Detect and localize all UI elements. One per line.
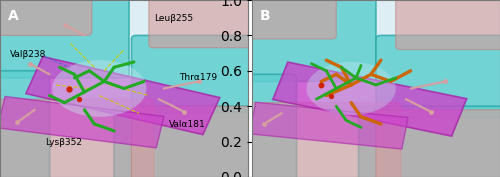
Polygon shape xyxy=(250,102,408,149)
Polygon shape xyxy=(26,57,220,135)
FancyBboxPatch shape xyxy=(132,35,253,113)
Text: B: B xyxy=(260,9,270,23)
FancyBboxPatch shape xyxy=(247,103,400,177)
FancyBboxPatch shape xyxy=(0,71,50,177)
FancyBboxPatch shape xyxy=(358,106,500,177)
FancyBboxPatch shape xyxy=(132,106,253,177)
Text: A: A xyxy=(8,9,18,23)
FancyBboxPatch shape xyxy=(376,35,500,117)
Polygon shape xyxy=(273,62,466,136)
FancyBboxPatch shape xyxy=(0,99,154,177)
Text: Lysβ352: Lysβ352 xyxy=(44,138,82,147)
Polygon shape xyxy=(0,96,164,148)
Text: Valα181: Valα181 xyxy=(168,120,205,129)
Ellipse shape xyxy=(306,62,396,115)
FancyBboxPatch shape xyxy=(376,110,500,177)
Text: Leuβ255: Leuβ255 xyxy=(154,14,193,23)
FancyBboxPatch shape xyxy=(247,74,296,177)
FancyBboxPatch shape xyxy=(247,0,336,39)
Ellipse shape xyxy=(52,60,146,117)
Text: Valβ238: Valβ238 xyxy=(10,50,46,59)
FancyBboxPatch shape xyxy=(396,0,500,50)
Text: Thrα179: Thrα179 xyxy=(178,73,217,82)
FancyBboxPatch shape xyxy=(149,0,253,48)
FancyBboxPatch shape xyxy=(0,0,92,35)
FancyBboxPatch shape xyxy=(0,0,129,78)
FancyBboxPatch shape xyxy=(114,106,253,177)
FancyBboxPatch shape xyxy=(247,0,376,81)
